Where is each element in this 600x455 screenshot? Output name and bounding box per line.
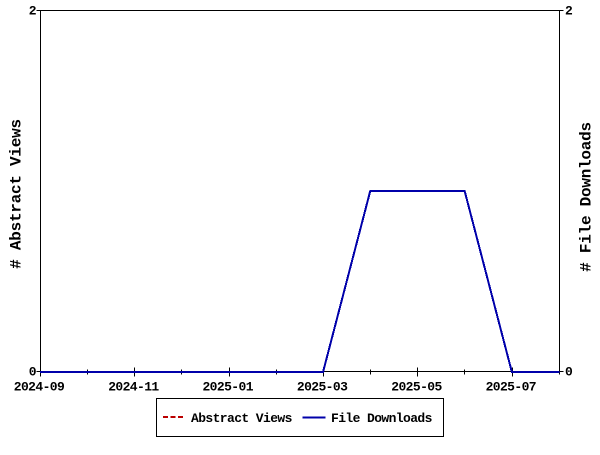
svg-text:0: 0 [565, 365, 573, 380]
svg-text:# File Downloads: # File Downloads [578, 122, 596, 272]
svg-text:2024-11: 2024-11 [108, 380, 159, 395]
svg-text:File Downloads: File Downloads [331, 411, 433, 426]
svg-text:2: 2 [565, 4, 573, 19]
svg-text:2025-05: 2025-05 [391, 380, 442, 395]
svg-text:2025-03: 2025-03 [297, 380, 348, 395]
svg-text:2: 2 [29, 4, 37, 19]
svg-text:2025-01: 2025-01 [202, 380, 253, 395]
svg-text:0: 0 [29, 365, 37, 380]
svg-text:Abstract Views: Abstract Views [191, 411, 293, 426]
svg-text:# Abstract Views: # Abstract Views [8, 119, 26, 269]
svg-text:2025-07: 2025-07 [486, 380, 536, 395]
svg-text:2024-09: 2024-09 [14, 380, 65, 395]
